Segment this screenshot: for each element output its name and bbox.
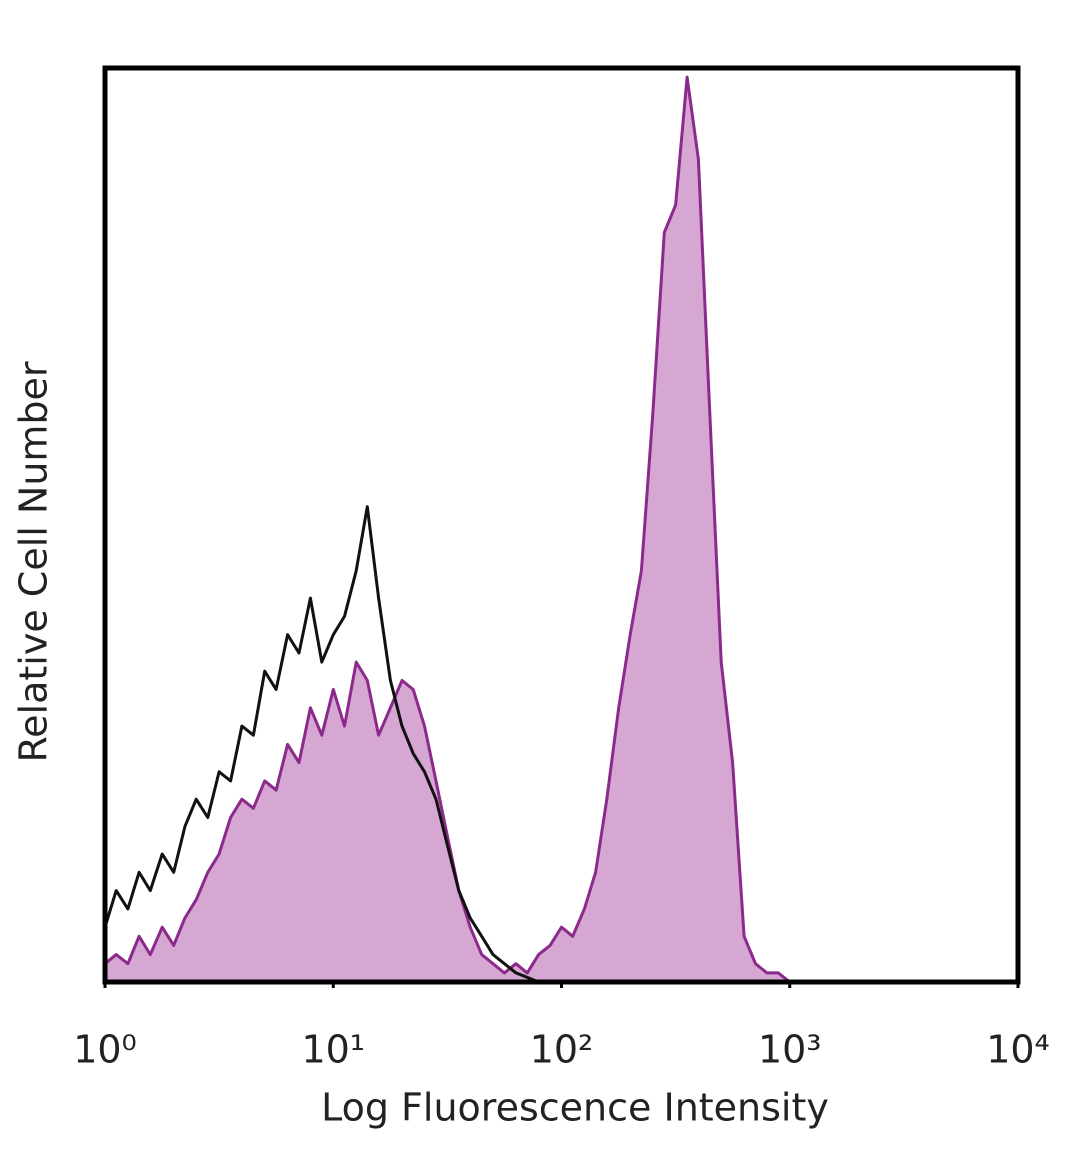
x-tick-label: 10² bbox=[530, 1028, 594, 1072]
x-tick-label: 10¹ bbox=[301, 1028, 365, 1072]
histogram-fill bbox=[105, 77, 790, 983]
y-axis-label: Relative Cell Number bbox=[12, 361, 56, 762]
histogram-line bbox=[104, 75, 791, 984]
x-tick-label: 10³ bbox=[758, 1028, 822, 1072]
x-tick-label: 10⁴ bbox=[986, 1028, 1050, 1072]
x-tick-label: 10⁰ bbox=[73, 1028, 137, 1072]
x-axis-label: Log Fluorescence Intensity bbox=[321, 1086, 829, 1130]
